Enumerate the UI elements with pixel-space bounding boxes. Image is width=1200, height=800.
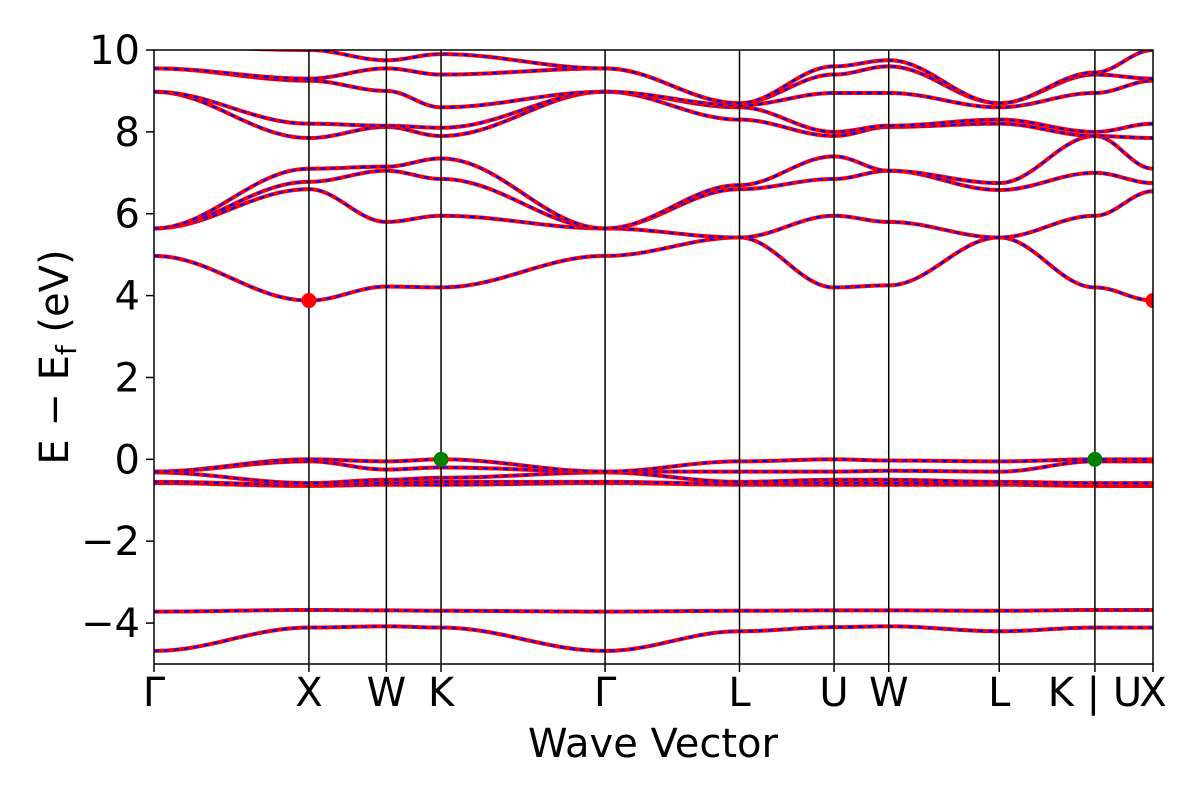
x-tick-label-0: Γ xyxy=(143,670,166,716)
plot-frame xyxy=(153,49,1154,665)
x-tick-label-10: X xyxy=(1139,670,1166,716)
y-tick-label-0: −4 xyxy=(81,601,140,647)
y-axis-title-unit: (eV) xyxy=(32,249,78,345)
x-tick-label-9: K | U xyxy=(1048,670,1142,716)
y-tick-label-1: −2 xyxy=(81,519,140,565)
band-8-overlay xyxy=(154,188,1153,239)
band-12-overlay xyxy=(154,90,1153,133)
x-tick-label-8: L xyxy=(988,670,1011,716)
band-11-overlay xyxy=(154,90,1153,140)
x-tick-label-2: W xyxy=(367,670,407,716)
band-7-overlay xyxy=(154,236,1153,302)
extremum-point-2 xyxy=(433,451,449,467)
y-tick-label-3: 2 xyxy=(115,355,140,401)
band-7 xyxy=(154,235,1153,303)
x-tick-label-6: U xyxy=(819,670,848,716)
band-12 xyxy=(154,89,1153,134)
band-lines xyxy=(154,50,1153,653)
x-tick-label-7: W xyxy=(869,670,909,716)
x-axis-title: Wave Vector xyxy=(528,721,779,767)
x-tick-label-3: K xyxy=(428,670,456,716)
extremum-point-0 xyxy=(301,293,317,309)
extremum-point-1 xyxy=(1145,293,1153,309)
band-9-overlay xyxy=(154,169,1153,230)
y-tick-label-6: 8 xyxy=(115,110,140,156)
y-axis-ticks: −4 −2 0 2 4 6 8 10 xyxy=(81,28,154,647)
y-axis-title: E − Ef (eV) xyxy=(32,249,83,464)
y-tick-label-2: 0 xyxy=(115,437,140,483)
band-0 xyxy=(154,624,1153,653)
band-9 xyxy=(154,168,1153,231)
high-symmetry-lines xyxy=(308,50,1096,664)
x-tick-label-1: X xyxy=(295,670,322,716)
band-11 xyxy=(154,89,1153,141)
band-1 xyxy=(154,607,1153,614)
y-tick-label-4: 4 xyxy=(115,274,140,320)
extrema-markers xyxy=(301,293,1153,467)
extremum-point-3 xyxy=(1087,451,1103,467)
y-tick-label-7: 10 xyxy=(89,28,140,74)
y-axis-title-subscript: f xyxy=(50,344,83,355)
x-tick-label-5: L xyxy=(728,670,751,716)
x-tick-label-4: Γ xyxy=(594,670,617,716)
y-tick-label-5: 6 xyxy=(115,192,140,238)
y-axis-title-main: E − E xyxy=(32,355,78,465)
